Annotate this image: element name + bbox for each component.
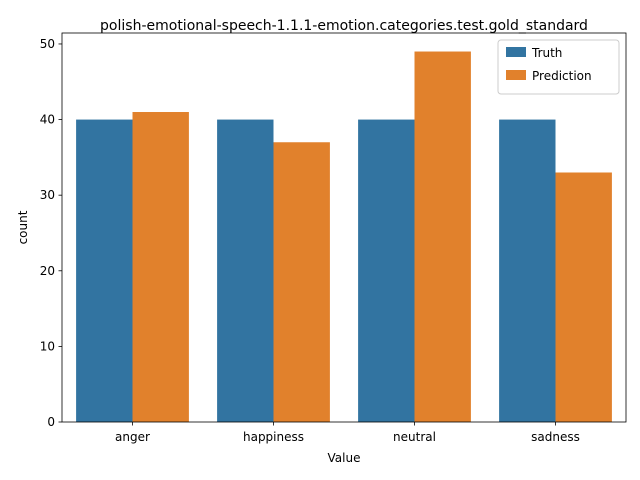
bar-prediction-sadness xyxy=(555,172,612,422)
y-axis-label: count xyxy=(16,210,30,244)
bar-truth-anger xyxy=(76,119,133,422)
bar-prediction-happiness xyxy=(273,142,330,422)
x-tick-label: happiness xyxy=(243,430,304,444)
plot-area-frame xyxy=(61,32,627,423)
legend-swatch-truth xyxy=(506,47,526,57)
y-tick-label: 20 xyxy=(40,264,55,278)
bar-prediction-anger xyxy=(132,112,189,423)
y-tick-label: 10 xyxy=(40,339,55,353)
bars xyxy=(76,51,612,423)
chart-title: polish-emotional-speech-1.1.1-emotion.ca… xyxy=(100,18,588,34)
legend-label-prediction: Prediction xyxy=(532,69,592,83)
bar-prediction-neutral xyxy=(414,51,471,423)
y-tick-label: 40 xyxy=(40,113,55,127)
bar-truth-sadness xyxy=(499,119,556,422)
x-tick-label: sadness xyxy=(531,430,580,444)
bar-truth-happiness xyxy=(217,119,274,422)
legend: Truth Prediction xyxy=(497,39,620,95)
y-tick-label: 0 xyxy=(47,415,55,429)
legend-box xyxy=(497,39,620,95)
bar-truth-neutral xyxy=(358,119,415,422)
x-tick-label: neutral xyxy=(393,430,436,444)
x-axis-ticks: anger happiness neutral sadness xyxy=(115,422,580,444)
legend-label-truth: Truth xyxy=(531,46,562,60)
x-axis-label: Value xyxy=(328,451,361,465)
y-tick-label: 30 xyxy=(40,188,55,202)
y-tick-label: 50 xyxy=(40,37,55,51)
x-tick-label: anger xyxy=(115,430,150,444)
y-axis-ticks: 0 10 20 30 40 50 xyxy=(40,37,62,429)
legend-swatch-prediction xyxy=(506,70,526,80)
